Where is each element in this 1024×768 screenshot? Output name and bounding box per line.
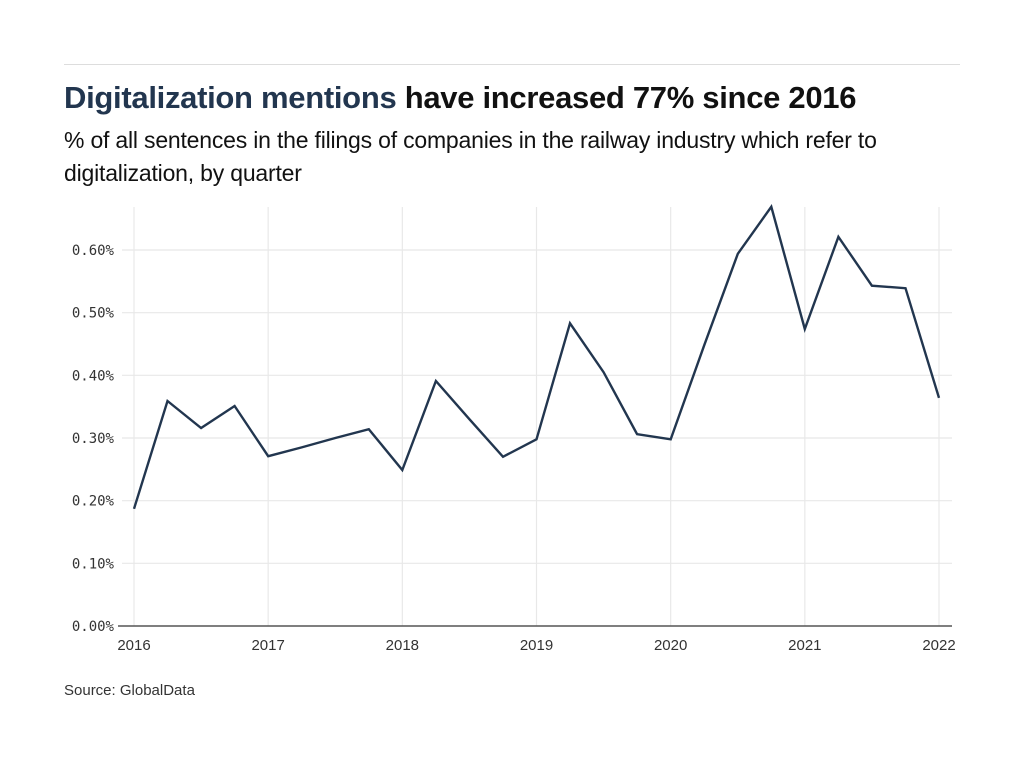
source-note: Source: GlobalData	[64, 682, 195, 699]
x-tick-label: 2018	[386, 637, 419, 654]
series-group	[132, 204, 941, 510]
chart-title: Digitalization mentions have increased 7…	[64, 80, 856, 116]
x-tick-label: 2020	[654, 637, 687, 654]
y-tick-label: 0.00%	[72, 619, 115, 635]
title-rest: have increased 77% since 2016	[396, 80, 857, 115]
title-highlight: Digitalization mentions	[64, 80, 397, 115]
x-gridlines	[133, 207, 940, 626]
y-tick-label: 0.20%	[72, 494, 115, 510]
top-divider	[64, 64, 960, 65]
x-tick-label: 2019	[520, 637, 553, 654]
chart-subtitle: % of all sentences in the filings of com…	[64, 127, 877, 186]
y-tick-label: 0.50%	[72, 306, 115, 322]
y-tick-label: 0.30%	[72, 431, 115, 447]
x-tick-label: 2021	[788, 637, 821, 654]
x-tick-label: 2016	[117, 637, 150, 654]
x-tick-label: 2022	[922, 637, 955, 654]
y-tick-label: 0.10%	[72, 556, 115, 572]
y-tick-label: 0.40%	[72, 368, 115, 384]
series-line	[132, 204, 941, 510]
y-tick-label: 0.60%	[72, 243, 115, 259]
y-axis-ticks: 0.00% 0.10% 0.20% 0.30% 0.40% 0.50% 0.60%	[72, 243, 115, 635]
x-tick-label: 2017	[251, 637, 284, 654]
x-axis-ticks: 2016 2017 2018 2019 2020 2021 2022	[117, 637, 955, 654]
